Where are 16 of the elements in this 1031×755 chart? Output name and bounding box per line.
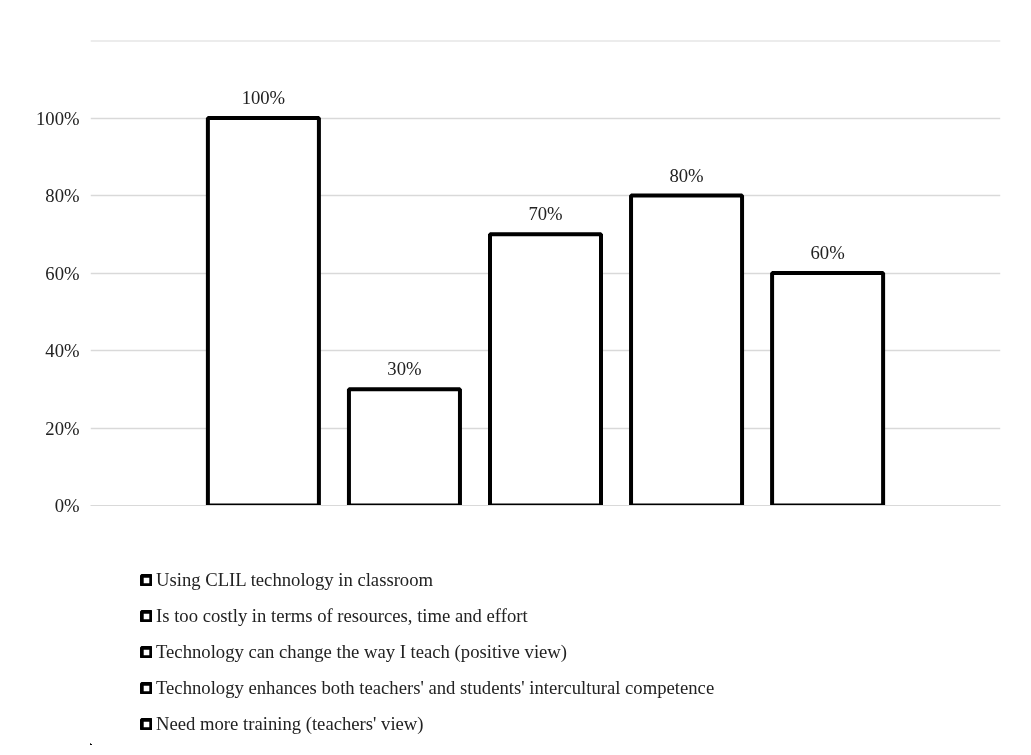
y-tick-label: 60% <box>45 262 80 284</box>
y-tick-label: 100% <box>35 107 80 129</box>
y-tick-label: 40% <box>45 340 80 361</box>
y-tick-label: 0% <box>54 495 80 516</box>
legend-label: Using CLIL technology in classroom <box>156 569 434 591</box>
legend-label: Is too costly in terms of resources, time and effort <box>156 605 528 627</box>
legend-label: Need more training (teachers' view) <box>156 713 424 735</box>
y-tick-label: 20% <box>45 417 80 439</box>
legend-label: Technology enhances both teachers' and students' intercultural competence <box>156 677 715 699</box>
data-label: 80% <box>669 164 704 186</box>
data-label: 30% <box>387 358 422 380</box>
y-tick-label: 80% <box>45 185 80 206</box>
data-label: 70% <box>528 203 563 225</box>
data-label: 100% <box>241 87 286 108</box>
legend-label: Technology can change the way I teach (positive view) <box>156 641 568 663</box>
data-label: 60% <box>810 242 845 263</box>
